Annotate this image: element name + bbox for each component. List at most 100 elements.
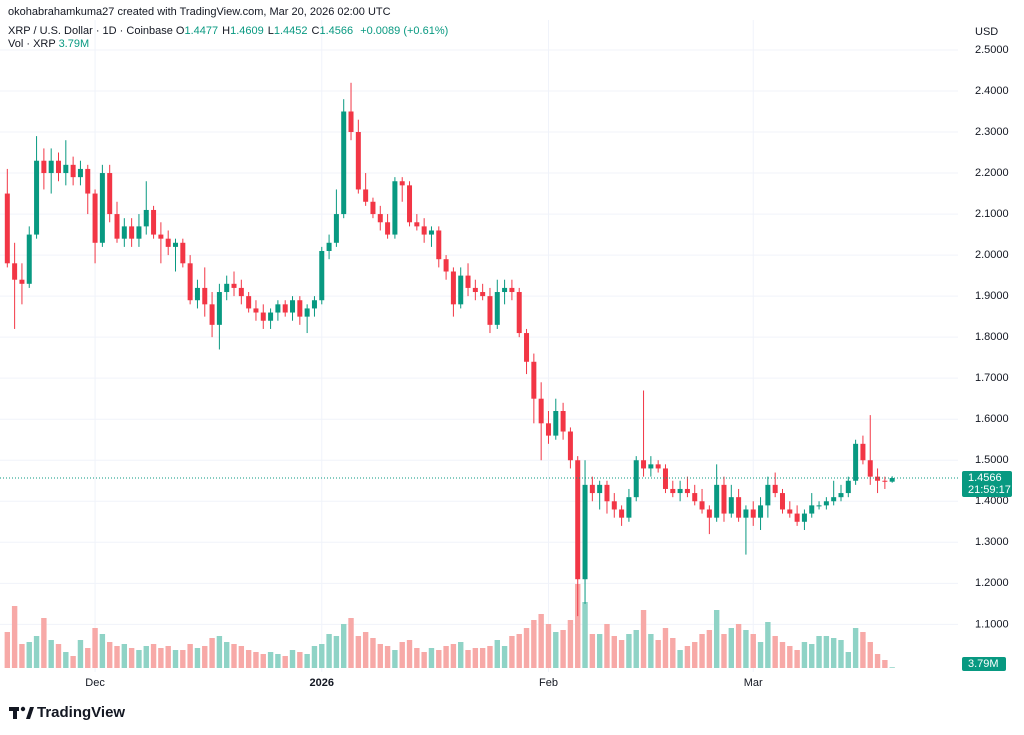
last-price-box [962, 471, 1012, 498]
candle-body [875, 476, 881, 481]
y-tick-label: 1.2000 [975, 577, 1009, 589]
candle-body [311, 300, 317, 309]
candle-body [692, 493, 698, 502]
volume-bar [348, 618, 354, 668]
candle-body [882, 480, 888, 482]
candle-body [428, 230, 434, 235]
candle-body [385, 222, 391, 235]
last-price-label: 1.4566 [968, 472, 1002, 484]
volume-bar [845, 652, 852, 668]
candle-body [158, 234, 164, 239]
candle-body [12, 263, 18, 280]
candle-body [260, 312, 266, 321]
candle-body [392, 181, 398, 235]
candle-body [443, 259, 449, 272]
candle-body [326, 242, 332, 251]
candle-body [567, 431, 573, 461]
candle-body [794, 513, 800, 522]
volume-bar [443, 646, 449, 668]
volume-bar [150, 644, 157, 668]
candle-body [85, 168, 91, 194]
candle-body [187, 263, 193, 301]
volume-bar [670, 638, 676, 668]
volume-bar [465, 650, 471, 668]
ohlc-key: H [222, 25, 231, 37]
volume-bar [158, 648, 164, 668]
volume-bar [706, 630, 713, 668]
candle-body [706, 509, 712, 518]
candle-body [853, 443, 859, 481]
volume-bar [392, 650, 398, 668]
candle-body [670, 488, 676, 494]
volume-bar [531, 620, 537, 668]
candle-body [238, 287, 244, 297]
candle-body [509, 287, 515, 293]
candle-body [282, 304, 288, 313]
candle-body [173, 242, 179, 247]
candle-body [333, 214, 339, 243]
ohlc-value: 1.4566 [319, 25, 354, 37]
volume-bar [275, 654, 281, 668]
candle-body [377, 214, 383, 223]
volume-bar [523, 628, 530, 668]
candle-body [611, 501, 617, 510]
volume-bar [516, 634, 522, 668]
volume-bar [172, 650, 179, 668]
volume-bar [428, 648, 435, 668]
volume-bar [11, 606, 18, 668]
candle-body [194, 287, 200, 301]
candle-body [268, 312, 274, 321]
volume-bar [589, 634, 596, 668]
candle-body [436, 230, 442, 260]
volume-bar [575, 584, 581, 668]
change: +0.0089 (+0.61%) [360, 25, 449, 37]
volume-bar [640, 610, 647, 668]
candle-body [348, 111, 354, 133]
volume-bar [70, 656, 76, 668]
grid [0, 20, 958, 672]
candle-body [662, 468, 668, 489]
volume-bar [85, 648, 91, 668]
volume-bar [92, 628, 98, 668]
volume-bar [816, 636, 822, 668]
candle-body [99, 173, 105, 243]
volume-bar [852, 628, 859, 668]
candle-body [845, 480, 851, 494]
candle-body [297, 300, 303, 317]
candle-body [180, 242, 186, 264]
volume-bar [311, 646, 318, 668]
candle-body [502, 287, 508, 293]
logo-icon [9, 706, 34, 719]
ohlc-key: O [175, 25, 185, 37]
volume-bar [4, 632, 11, 668]
candle-body [860, 443, 866, 461]
candle-body [772, 484, 778, 494]
candle-body [450, 271, 456, 305]
volume-bar [165, 646, 171, 668]
volume-bar [297, 652, 303, 668]
candle-body [655, 464, 661, 469]
volume-bar [801, 642, 808, 668]
y-tick-label: 1.6000 [975, 413, 1009, 425]
volume-bar [677, 650, 683, 668]
candle-body [304, 308, 310, 317]
volume-bar [128, 648, 135, 668]
candle-body [714, 484, 720, 518]
volume-bar [19, 644, 25, 668]
candle-body [743, 509, 749, 518]
candle-body [275, 304, 281, 313]
x-tick-label: Mar [744, 677, 763, 689]
candle-body [77, 168, 83, 178]
volume-bar [618, 640, 625, 668]
candle-body [92, 193, 98, 243]
volume-bar [604, 624, 610, 668]
x-tick-label: 2026 [310, 677, 334, 689]
volume-bar [538, 614, 544, 668]
candle-body [641, 460, 647, 469]
candle-body [121, 226, 127, 239]
candle-body [246, 296, 252, 309]
volume-bar [209, 638, 215, 668]
volume-bar [823, 636, 830, 668]
volume-bar [735, 624, 742, 668]
